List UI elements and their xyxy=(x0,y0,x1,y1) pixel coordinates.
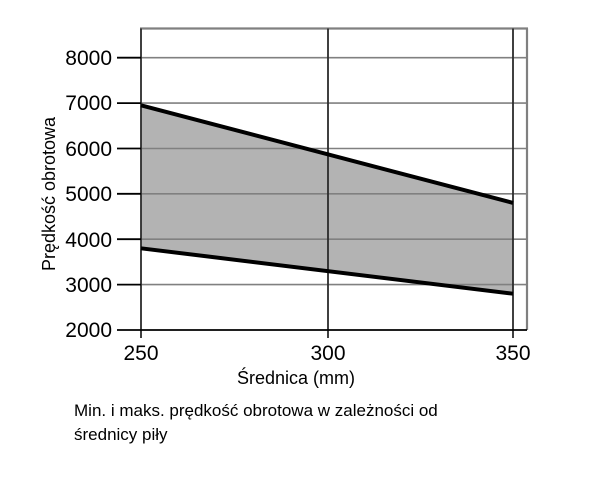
x-tick-label-300: 300 xyxy=(310,342,345,365)
y-tick-label-2000: 2000 xyxy=(65,319,112,342)
x-tick-label-250: 250 xyxy=(123,342,158,365)
y-tick-label-8000: 8000 xyxy=(65,47,112,70)
y-tick-label-5000: 5000 xyxy=(65,183,112,206)
y-tick-label-7000: 7000 xyxy=(65,92,112,115)
y-tick-label-4000: 4000 xyxy=(65,229,112,252)
horizontal-gridlines xyxy=(141,56,527,286)
y-tick-label-6000: 6000 xyxy=(65,138,112,161)
x-tick-label-350: 350 xyxy=(495,342,530,365)
plot-frame xyxy=(140,27,529,330)
min-speed-line xyxy=(140,246,514,296)
caption-line-1: Min. i maks. prędkość obrotowa w zależno… xyxy=(74,401,438,420)
y-tick-marks xyxy=(117,56,141,286)
y-tick-label-3000: 3000 xyxy=(65,274,112,297)
speed-range-band xyxy=(141,105,513,294)
x-axis-title: Średnica (mm) xyxy=(237,367,355,388)
vertical-gridlines xyxy=(140,28,514,338)
y-axis-title: Prędkość obrotowa xyxy=(39,116,59,271)
caption-line-2: średnicy piły xyxy=(74,425,168,444)
max-speed-line xyxy=(140,103,514,205)
